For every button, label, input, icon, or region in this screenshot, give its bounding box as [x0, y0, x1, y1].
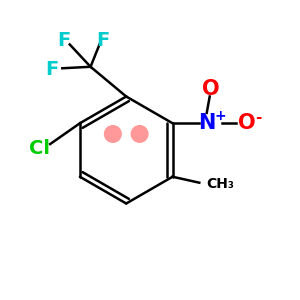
Text: -: - — [256, 110, 262, 125]
Text: Cl: Cl — [29, 139, 50, 158]
Circle shape — [104, 126, 121, 142]
Circle shape — [131, 126, 148, 142]
Text: F: F — [96, 31, 109, 50]
Text: O: O — [238, 113, 256, 133]
Text: +: + — [214, 109, 226, 123]
Text: O: O — [202, 79, 220, 99]
Text: CH₃: CH₃ — [207, 177, 235, 191]
Text: F: F — [45, 60, 58, 79]
Text: N: N — [198, 113, 215, 133]
Text: F: F — [57, 31, 70, 50]
